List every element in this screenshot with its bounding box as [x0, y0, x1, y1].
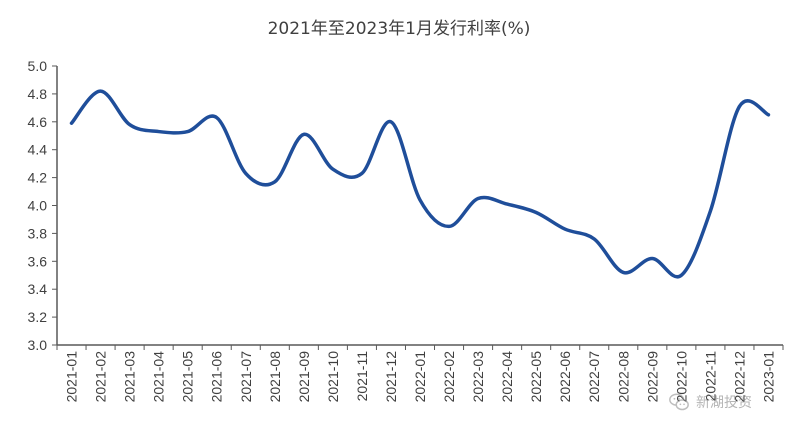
y-axis: 3.0 3.2 3.4 3.6 3.8 4.0 4.2 4.4 4.6 4.8 5.0 — [28, 58, 58, 353]
x-tick-label: 2022-05 — [528, 351, 544, 403]
x-tick-label: 2021-09 — [296, 351, 312, 403]
x-tick-label: 2021-02 — [93, 351, 109, 403]
x-tick-label: 2022-07 — [586, 351, 602, 403]
x-tick-label: 2022-08 — [615, 351, 631, 403]
x-tick-label: 2022-01 — [412, 351, 428, 403]
y-tick-label: 5.0 — [28, 58, 48, 74]
x-tick-label: 2022-12 — [731, 351, 747, 403]
y-tick-label: 4.8 — [28, 86, 48, 102]
x-tick-label: 2022-10 — [673, 351, 689, 403]
x-tick-label: 2022-03 — [470, 351, 486, 403]
x-tick-label: 2021-08 — [267, 351, 283, 403]
x-tick-label: 2021-06 — [209, 351, 225, 403]
y-tick-label: 3.4 — [28, 281, 48, 297]
y-tick-label: 4.4 — [28, 142, 48, 158]
x-tick-label: 2023-01 — [760, 351, 776, 403]
x-tick-label: 2021-11 — [354, 351, 370, 402]
x-axis: 2021-01 2021-02 2021-03 2021-04 2021-05 2021-… — [56, 344, 784, 403]
x-tick-label: 2022-02 — [441, 351, 457, 403]
series-layer — [69, 89, 771, 279]
x-tick-label: 2021-03 — [122, 351, 138, 403]
chart-title: 2021年至2023年1月发行利率(%) — [268, 19, 531, 39]
y-tick-label: 3.8 — [28, 225, 48, 241]
x-tick-label: 2022-09 — [644, 351, 660, 403]
watermark: 新湖投资 — [668, 391, 752, 413]
y-tick-label: 4.6 — [28, 114, 48, 130]
x-tick-label: 2021-01 — [64, 351, 80, 403]
x-tick-label: 2021-07 — [238, 351, 254, 403]
x-tick-label: 2022-06 — [557, 351, 573, 403]
x-tick-label: 2022-11 — [702, 351, 718, 402]
wechat-logo-icon — [669, 393, 689, 411]
y-tick-label: 4.2 — [28, 170, 48, 186]
y-tick-label: 3.2 — [28, 309, 48, 325]
x-tick-label: 2022-04 — [499, 351, 515, 403]
y-tick-label: 3.0 — [28, 337, 48, 353]
y-tick-label: 3.6 — [28, 253, 48, 269]
x-tick-label: 2021-05 — [180, 351, 196, 403]
x-tick-label: 2021-10 — [325, 351, 341, 403]
x-tick-label: 2021-04 — [151, 351, 167, 403]
watermark-text: 新湖投资 — [696, 395, 752, 411]
x-tick-label: 2021-12 — [383, 351, 399, 403]
y-tick-label: 4.0 — [28, 198, 48, 214]
series-line — [69, 89, 771, 279]
